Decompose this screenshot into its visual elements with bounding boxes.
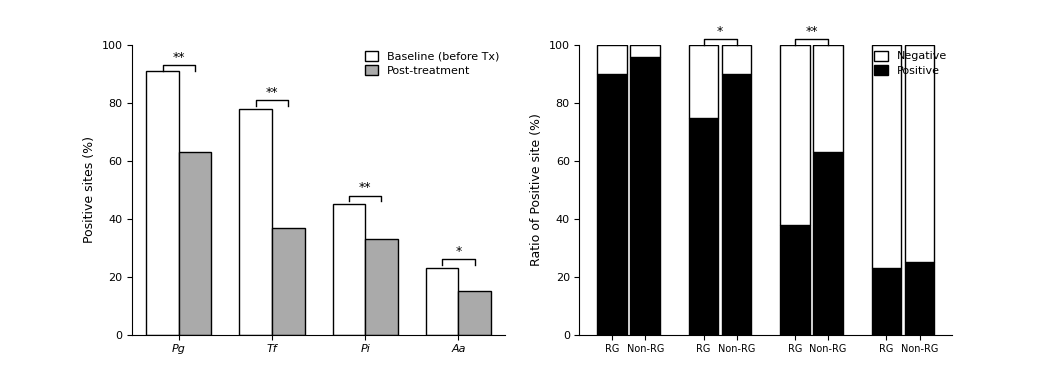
Text: **: ** bbox=[172, 51, 185, 64]
Text: **: ** bbox=[266, 86, 278, 99]
Legend: Negative, Positive: Negative, Positive bbox=[874, 51, 947, 76]
Bar bbox=[872, 268, 901, 335]
Y-axis label: Positive sites (%): Positive sites (%) bbox=[83, 136, 96, 243]
Text: **: ** bbox=[805, 25, 818, 38]
Bar bbox=[722, 45, 751, 74]
Text: *: * bbox=[717, 25, 724, 38]
Bar bbox=[598, 74, 627, 335]
Bar bbox=[631, 57, 660, 335]
Bar bbox=[458, 291, 491, 335]
Bar bbox=[179, 152, 212, 335]
Bar bbox=[814, 45, 843, 152]
Bar bbox=[872, 45, 901, 268]
Bar bbox=[425, 268, 458, 335]
Bar bbox=[689, 45, 718, 117]
Bar bbox=[272, 227, 305, 335]
Bar bbox=[332, 205, 365, 335]
Bar bbox=[780, 224, 809, 335]
Bar bbox=[780, 45, 809, 224]
Bar bbox=[905, 262, 934, 335]
Bar bbox=[146, 71, 179, 335]
Bar bbox=[239, 109, 272, 335]
Y-axis label: Ratio of Positive site (%): Ratio of Positive site (%) bbox=[530, 114, 543, 266]
Bar bbox=[598, 45, 627, 74]
Bar bbox=[689, 117, 718, 335]
Bar bbox=[722, 74, 751, 335]
Bar bbox=[814, 152, 843, 335]
Bar bbox=[905, 45, 934, 262]
Text: *: * bbox=[455, 245, 461, 258]
Legend: Baseline (before Tx), Post-treatment: Baseline (before Tx), Post-treatment bbox=[365, 51, 499, 76]
Text: **: ** bbox=[359, 181, 371, 194]
Bar bbox=[365, 239, 398, 335]
Bar bbox=[631, 45, 660, 57]
